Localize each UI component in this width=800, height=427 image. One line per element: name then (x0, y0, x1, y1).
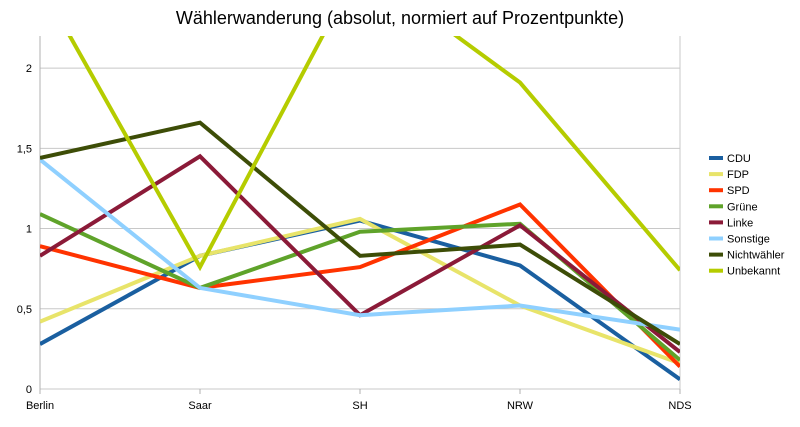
series-line-fdp (40, 216, 680, 366)
legend-label: Unbekannt (727, 266, 780, 278)
legend-label: Linke (727, 217, 753, 229)
legend-label: Sonstige (727, 234, 770, 246)
series-line-sonstige (40, 157, 680, 332)
y-tick-label: 2 (26, 63, 32, 75)
y-tick-label: 0,5 (17, 304, 32, 316)
y-tick-label: 1,5 (17, 143, 32, 155)
series-line-nichtwähler (40, 120, 680, 346)
legend-label: FDP (727, 169, 749, 181)
series-line-cdu (40, 218, 680, 382)
series-line-unbekannt (67, 36, 680, 272)
x-tick-label: Berlin (26, 400, 54, 412)
x-tick-label: SH (352, 400, 367, 412)
x-tick-label: Saar (188, 400, 212, 412)
x-tick-label: NDS (668, 400, 691, 412)
legend-label: CDU (727, 153, 751, 165)
legend-label: Nichtwähler (727, 250, 785, 262)
y-tick-label: 0 (26, 384, 32, 396)
y-tick-label: 1 (26, 224, 32, 236)
chart-title: Wählerwanderung (absolut, normiert auf P… (175, 8, 625, 28)
legend-label: SPD (727, 185, 750, 197)
x-tick-label: NRW (507, 400, 534, 412)
legend-label: Grüne (727, 201, 758, 213)
series-line-spd (40, 202, 680, 368)
